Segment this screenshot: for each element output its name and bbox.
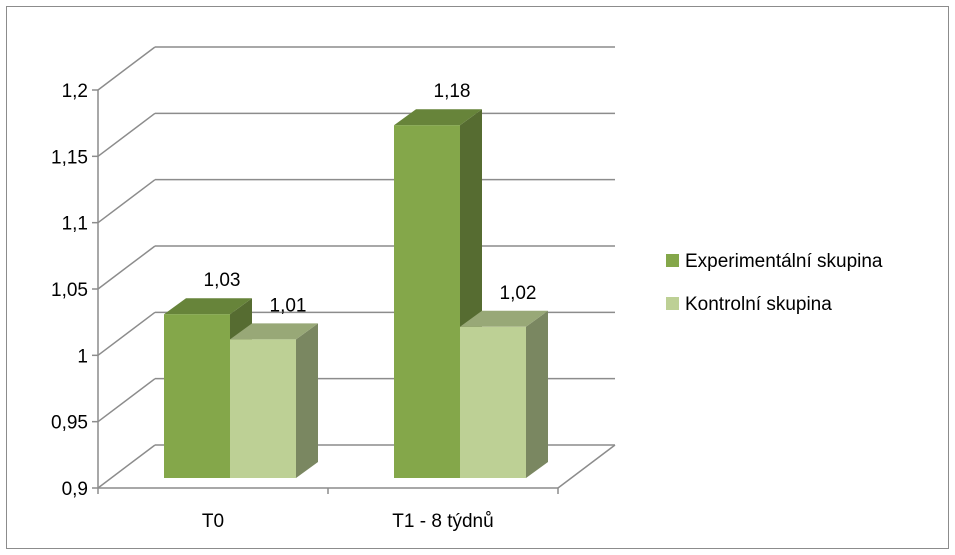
side-wall-gridline bbox=[97, 378, 156, 423]
bar-side bbox=[296, 323, 318, 478]
bar bbox=[394, 125, 460, 478]
bar-top bbox=[394, 109, 482, 126]
data-label: 1,02 bbox=[500, 283, 537, 304]
x-tick-label: T1 - 8 týdnů bbox=[392, 511, 493, 532]
y-tick-label: 1,2 bbox=[62, 81, 88, 102]
legend-swatch bbox=[666, 297, 679, 310]
y-tick-label: 0,9 bbox=[62, 479, 88, 500]
side-wall-gridline bbox=[97, 46, 156, 91]
side-wall-gridline bbox=[97, 112, 156, 157]
bar-top bbox=[230, 323, 318, 340]
bar bbox=[164, 314, 230, 478]
y-tick-label: 1,1 bbox=[62, 214, 88, 235]
legend-label: Kontrolní skupina bbox=[685, 294, 832, 315]
side-wall-gridline bbox=[97, 311, 156, 356]
y-tick-label: 1 bbox=[77, 346, 88, 367]
y-tick-label: 0,95 bbox=[51, 413, 88, 434]
bar bbox=[460, 326, 526, 478]
data-label: 1,18 bbox=[434, 81, 471, 102]
data-label: 1,03 bbox=[204, 270, 241, 291]
y-tick-label: 1,05 bbox=[51, 280, 88, 301]
x-tick-label: T0 bbox=[202, 511, 224, 532]
floor-right-edge bbox=[557, 444, 616, 489]
bar-side bbox=[526, 310, 548, 478]
bar-top bbox=[460, 310, 548, 327]
side-wall-gridline bbox=[97, 444, 156, 489]
legend-swatch bbox=[666, 254, 679, 267]
y-tick-label: 1,15 bbox=[51, 147, 88, 168]
data-label: 1,01 bbox=[270, 295, 307, 316]
legend-label: Experimentální skupina bbox=[685, 251, 883, 272]
bar-top bbox=[164, 298, 252, 315]
side-wall-gridline bbox=[97, 179, 156, 224]
bar bbox=[230, 339, 296, 478]
side-wall-gridline bbox=[97, 245, 156, 290]
